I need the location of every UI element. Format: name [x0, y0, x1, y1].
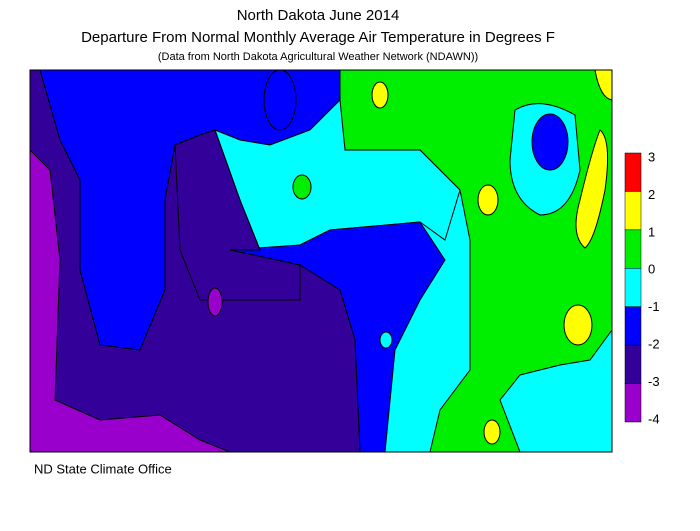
- color-band: [624, 229, 642, 269]
- color-band: [624, 383, 642, 423]
- region: [371, 81, 389, 109]
- region: [575, 129, 609, 249]
- title: North Dakota June 2014: [237, 7, 400, 24]
- footer: ND State Climate Office: [34, 461, 172, 476]
- legend-tick-label: 0: [648, 262, 655, 277]
- region: [483, 419, 501, 445]
- legend-tick-label: -2: [648, 337, 660, 352]
- color-band: [624, 152, 642, 192]
- region: [229, 221, 446, 453]
- region: [563, 304, 593, 346]
- legend-tick-label: -3: [648, 374, 660, 389]
- colorbar: 3 2 1 0 -1 -2 -3 -4: [624, 149, 660, 426]
- color-band: [624, 191, 642, 231]
- region: [531, 113, 569, 171]
- region: [379, 331, 393, 349]
- color-band: [624, 344, 642, 384]
- map-border: [29, 69, 613, 453]
- legend-tick-label: -1: [648, 299, 660, 314]
- region: [292, 174, 312, 200]
- region: [263, 69, 297, 131]
- region: [207, 287, 223, 317]
- legend-tick-label: -4: [648, 411, 660, 426]
- region: [174, 129, 301, 301]
- legend-tick-label: 3: [648, 149, 655, 164]
- legend-tick-label: 1: [648, 224, 655, 239]
- contour-map: [29, 69, 613, 453]
- subtitle: Departure From Normal Monthly Average Ai…: [81, 29, 555, 46]
- legend-tick-label: 2: [648, 187, 655, 202]
- note: (Data from North Dakota Agricultural Wea…: [158, 51, 478, 63]
- region: [477, 184, 499, 216]
- color-band: [624, 268, 642, 307]
- color-band: [624, 306, 642, 346]
